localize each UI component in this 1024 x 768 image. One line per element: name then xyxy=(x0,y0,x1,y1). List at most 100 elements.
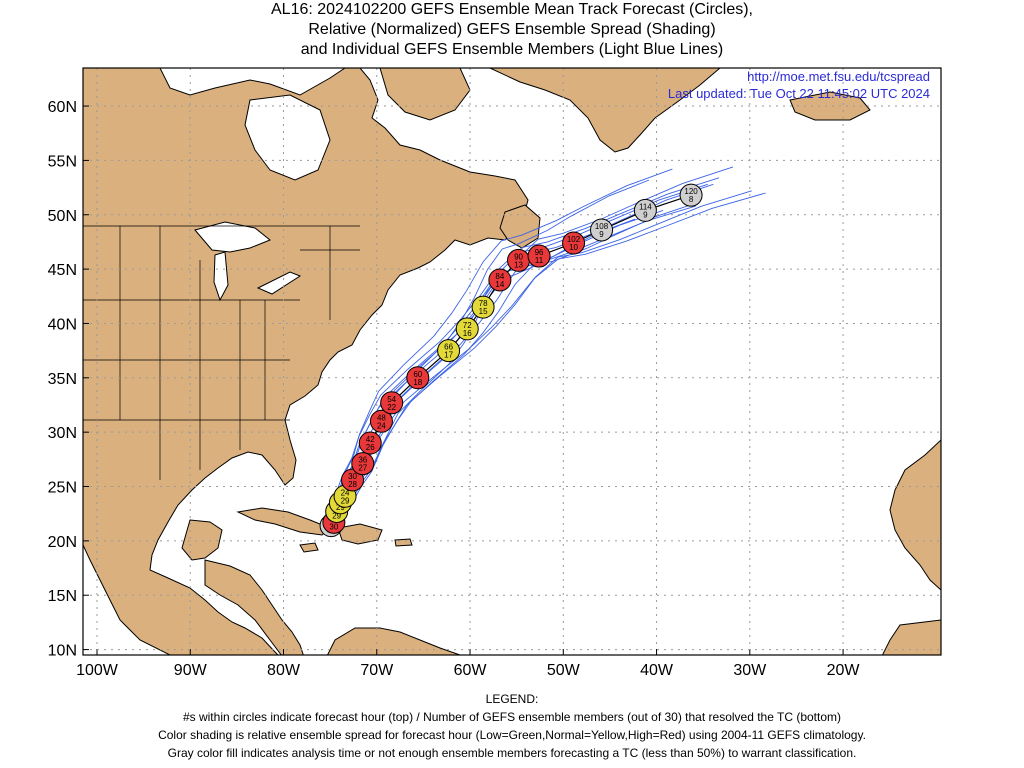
lake-erie-water xyxy=(256,271,302,295)
legend-line-2: Color shading is relative ensemble sprea… xyxy=(158,728,866,742)
forecast-circle xyxy=(351,452,375,476)
graticule xyxy=(83,68,941,655)
lat-tick-label: 40N xyxy=(48,316,77,333)
lon-tick-label: 60W xyxy=(454,662,488,679)
member-count-label: 29 xyxy=(336,503,345,512)
member-count-label: 13 xyxy=(514,260,523,269)
map-frame xyxy=(82,67,942,656)
title-line-3: and Individual GEFS Ensemble Members (Li… xyxy=(300,41,724,58)
forecast-circle xyxy=(369,409,393,433)
member-count-label: 15 xyxy=(479,307,488,316)
forecast-circle xyxy=(590,218,614,242)
lake-michigan-water xyxy=(213,251,229,302)
lat-tick-label: 60N xyxy=(48,99,77,116)
member-count-label: 10 xyxy=(569,243,578,252)
lat-tick-label: 15N xyxy=(48,588,77,605)
forecast-circle xyxy=(679,183,703,207)
forecast-circle xyxy=(471,295,495,319)
lon-tick-label: 90W xyxy=(174,662,208,679)
forecast-circle xyxy=(527,244,551,268)
source-url[interactable]: http://moe.met.fsu.edu/tcspread xyxy=(747,69,930,84)
lon-tick-label: 40W xyxy=(640,662,674,679)
forecast-hour-label: 48 xyxy=(377,413,386,422)
greenland-land xyxy=(489,68,721,153)
last-updated: Last updated: Tue Oct 22 11:45:02 UTC 20… xyxy=(668,86,930,101)
lat-tick-label: 45N xyxy=(48,262,77,279)
iceland-land xyxy=(789,91,871,121)
forecast-hour-label: 24 xyxy=(341,488,350,497)
member-count-label: 29 xyxy=(332,512,341,521)
lat-tick-label: 25N xyxy=(48,480,77,497)
land-layer xyxy=(83,68,941,655)
member-count-label: 22 xyxy=(387,403,396,412)
member-count-label: 11 xyxy=(535,256,544,265)
forecast-hour-label: 54 xyxy=(387,395,396,404)
forecast-circle xyxy=(341,468,365,492)
forecast-circle xyxy=(380,391,404,415)
forecast-hour-label: 72 xyxy=(463,321,472,330)
lat-tick-label: 50N xyxy=(48,208,77,225)
member-count-label: 9 xyxy=(599,230,604,239)
lon-tick-label: 30W xyxy=(733,662,767,679)
forecast-hour-label: 66 xyxy=(444,343,453,352)
lon-tick-label: 70W xyxy=(360,662,394,679)
forecast-circle xyxy=(437,339,461,363)
forecast-hour-label: 30 xyxy=(348,472,357,481)
lon-tick-label: 100W xyxy=(76,662,119,679)
member-count-label: 9 xyxy=(643,210,648,219)
legend: LEGEND: #s within circles indicate forec… xyxy=(0,690,1024,762)
forecast-hour-label: 60 xyxy=(413,370,422,379)
lat-tick-label: 55N xyxy=(48,153,77,170)
lon-tick-label: 20W xyxy=(827,662,861,679)
forecast-hour-label: 102 xyxy=(567,235,581,244)
member-count-label: 14 xyxy=(495,280,504,289)
central-america-land xyxy=(204,559,304,655)
lat-tick-label: 30N xyxy=(48,425,77,442)
forecast-hour-label: 114 xyxy=(639,202,652,211)
chart-title: AL16: 2024102200 GEFS Ensemble Mean Trac… xyxy=(0,0,1024,60)
baffin-island-land xyxy=(379,68,471,121)
forecast-hour-label: 84 xyxy=(495,272,504,281)
forecast-hour-label: 108 xyxy=(595,222,609,231)
forecast-circle xyxy=(562,231,586,255)
hudson-bay-water xyxy=(244,94,331,181)
forecast-hour-label: 42 xyxy=(366,435,375,444)
africa-land xyxy=(881,439,941,655)
great-lakes-water xyxy=(194,221,271,253)
member-count-label: 28 xyxy=(348,480,357,489)
forecast-circle xyxy=(633,198,657,222)
south-america-land xyxy=(326,627,462,655)
title-line-1: AL16: 2024102200 GEFS Ensemble Mean Trac… xyxy=(271,1,753,18)
member-count-label: 30 xyxy=(329,522,338,531)
axis-labels: 100W 90W 80W 70W 60W 50W 40W 30W 20W 10N 15N 20N 25N… xyxy=(48,99,861,679)
forecast-hour-label: 96 xyxy=(535,248,544,257)
lat-tick-label: 20N xyxy=(48,534,77,551)
newfoundland-land xyxy=(499,204,541,249)
puerto-rico-land xyxy=(394,538,413,547)
forecast-hour-label: 78 xyxy=(479,299,488,308)
member-count-label: 24 xyxy=(377,421,386,430)
hispaniola-land xyxy=(337,523,383,545)
mean-track: 0306301229182924293028362742264824542260… xyxy=(319,183,703,538)
legend-line-3: Gray color fill indicates analysis time … xyxy=(167,746,857,760)
member-count-label: 8 xyxy=(689,195,694,204)
member-count-label: 27 xyxy=(358,464,367,473)
forecast-circle xyxy=(406,366,430,390)
forecast-hour-label: 120 xyxy=(684,187,698,196)
forecast-circle xyxy=(455,317,479,341)
forecast-circle xyxy=(488,268,512,292)
lat-tick-label: 35N xyxy=(48,371,77,388)
